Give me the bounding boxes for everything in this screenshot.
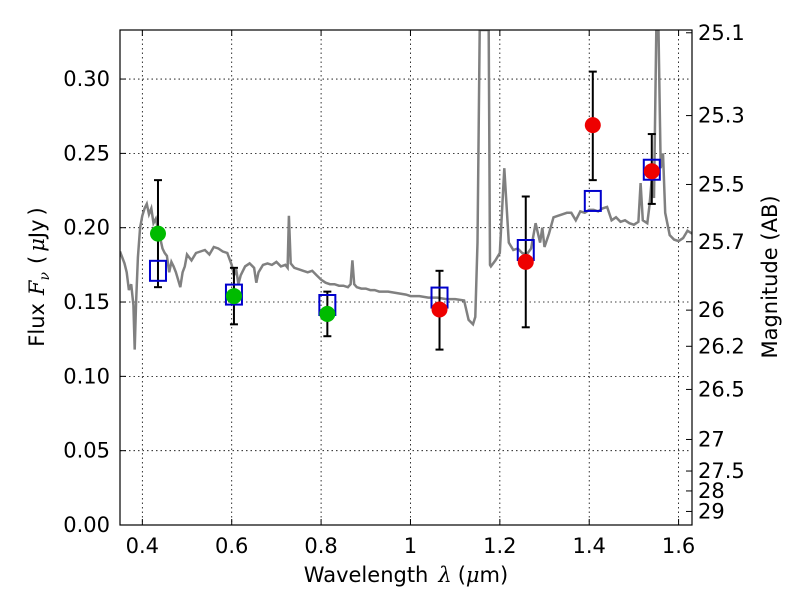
grid-layer: [120, 30, 692, 526]
y-axis-label: FluxFν(μJy): [25, 207, 53, 346]
y2-tick-label: 25.1: [698, 21, 745, 45]
x-axis-label: Wavelength λ (μm): [304, 563, 508, 587]
model-flux-box: [583, 189, 602, 212]
observed-flux-point-red: [643, 163, 660, 180]
y2-tick-label: 26.5: [698, 377, 745, 401]
observed-flux-point-green: [149, 225, 166, 242]
y2-tick-label: 25.3: [698, 104, 745, 128]
x-axis-ticks: 0.4 0.6 0.8 1 1.2 1.4 1.6: [126, 30, 695, 558]
x-tick-label: 1: [404, 534, 417, 558]
y2-tick-label: 25.7: [698, 230, 745, 254]
plot-frame: [119, 29, 693, 526]
y2-tick-label: 28: [698, 479, 725, 503]
x-tick-label: 0.6: [215, 534, 248, 558]
y-axis-ticks: 0.00 0.05 0.10 0.15 0.20 0.25 0.30: [63, 67, 126, 537]
x-tick-label: 0.8: [304, 534, 337, 558]
y2-axis-label: Magnitude (AB): [758, 195, 782, 358]
y-tick-label: 0.30: [63, 67, 110, 91]
y2-tick-label: 27.5: [698, 459, 745, 483]
observed-flux-point-green: [225, 288, 242, 305]
y-tick-label: 0.00: [63, 513, 110, 537]
plot-area: [120, 30, 692, 351]
observation-layer: [149, 117, 660, 322]
y-tick-label: 0.10: [63, 364, 110, 388]
y2-tick-label: 29: [698, 499, 725, 523]
model-flux-box: [642, 158, 661, 181]
observed-flux-point-red: [517, 253, 534, 270]
observed-flux-point-red: [584, 117, 601, 134]
y2-tick-label: 26.2: [698, 334, 745, 358]
y-tick-label: 0.15: [63, 290, 110, 314]
x-tick-label: 0.4: [126, 534, 159, 558]
x-tick-label: 1.2: [483, 534, 516, 558]
x-tick-label: 1.6: [662, 534, 695, 558]
x-tick-label: 1.4: [573, 534, 606, 558]
y-tick-label: 0.25: [63, 141, 110, 165]
y-tick-label: 0.05: [63, 439, 110, 463]
y-tick-label: 0.20: [63, 216, 110, 240]
observed-flux-point-green: [319, 305, 336, 322]
y2-tick-label: 27: [698, 427, 725, 451]
model-flux-box: [224, 283, 243, 306]
model-flux-box: [148, 259, 167, 282]
model-box-layer: [148, 158, 661, 316]
observed-flux-point-red: [431, 301, 448, 318]
y2-tick-label: 26: [698, 298, 725, 322]
y2-tick-label: 25.5: [698, 172, 745, 196]
